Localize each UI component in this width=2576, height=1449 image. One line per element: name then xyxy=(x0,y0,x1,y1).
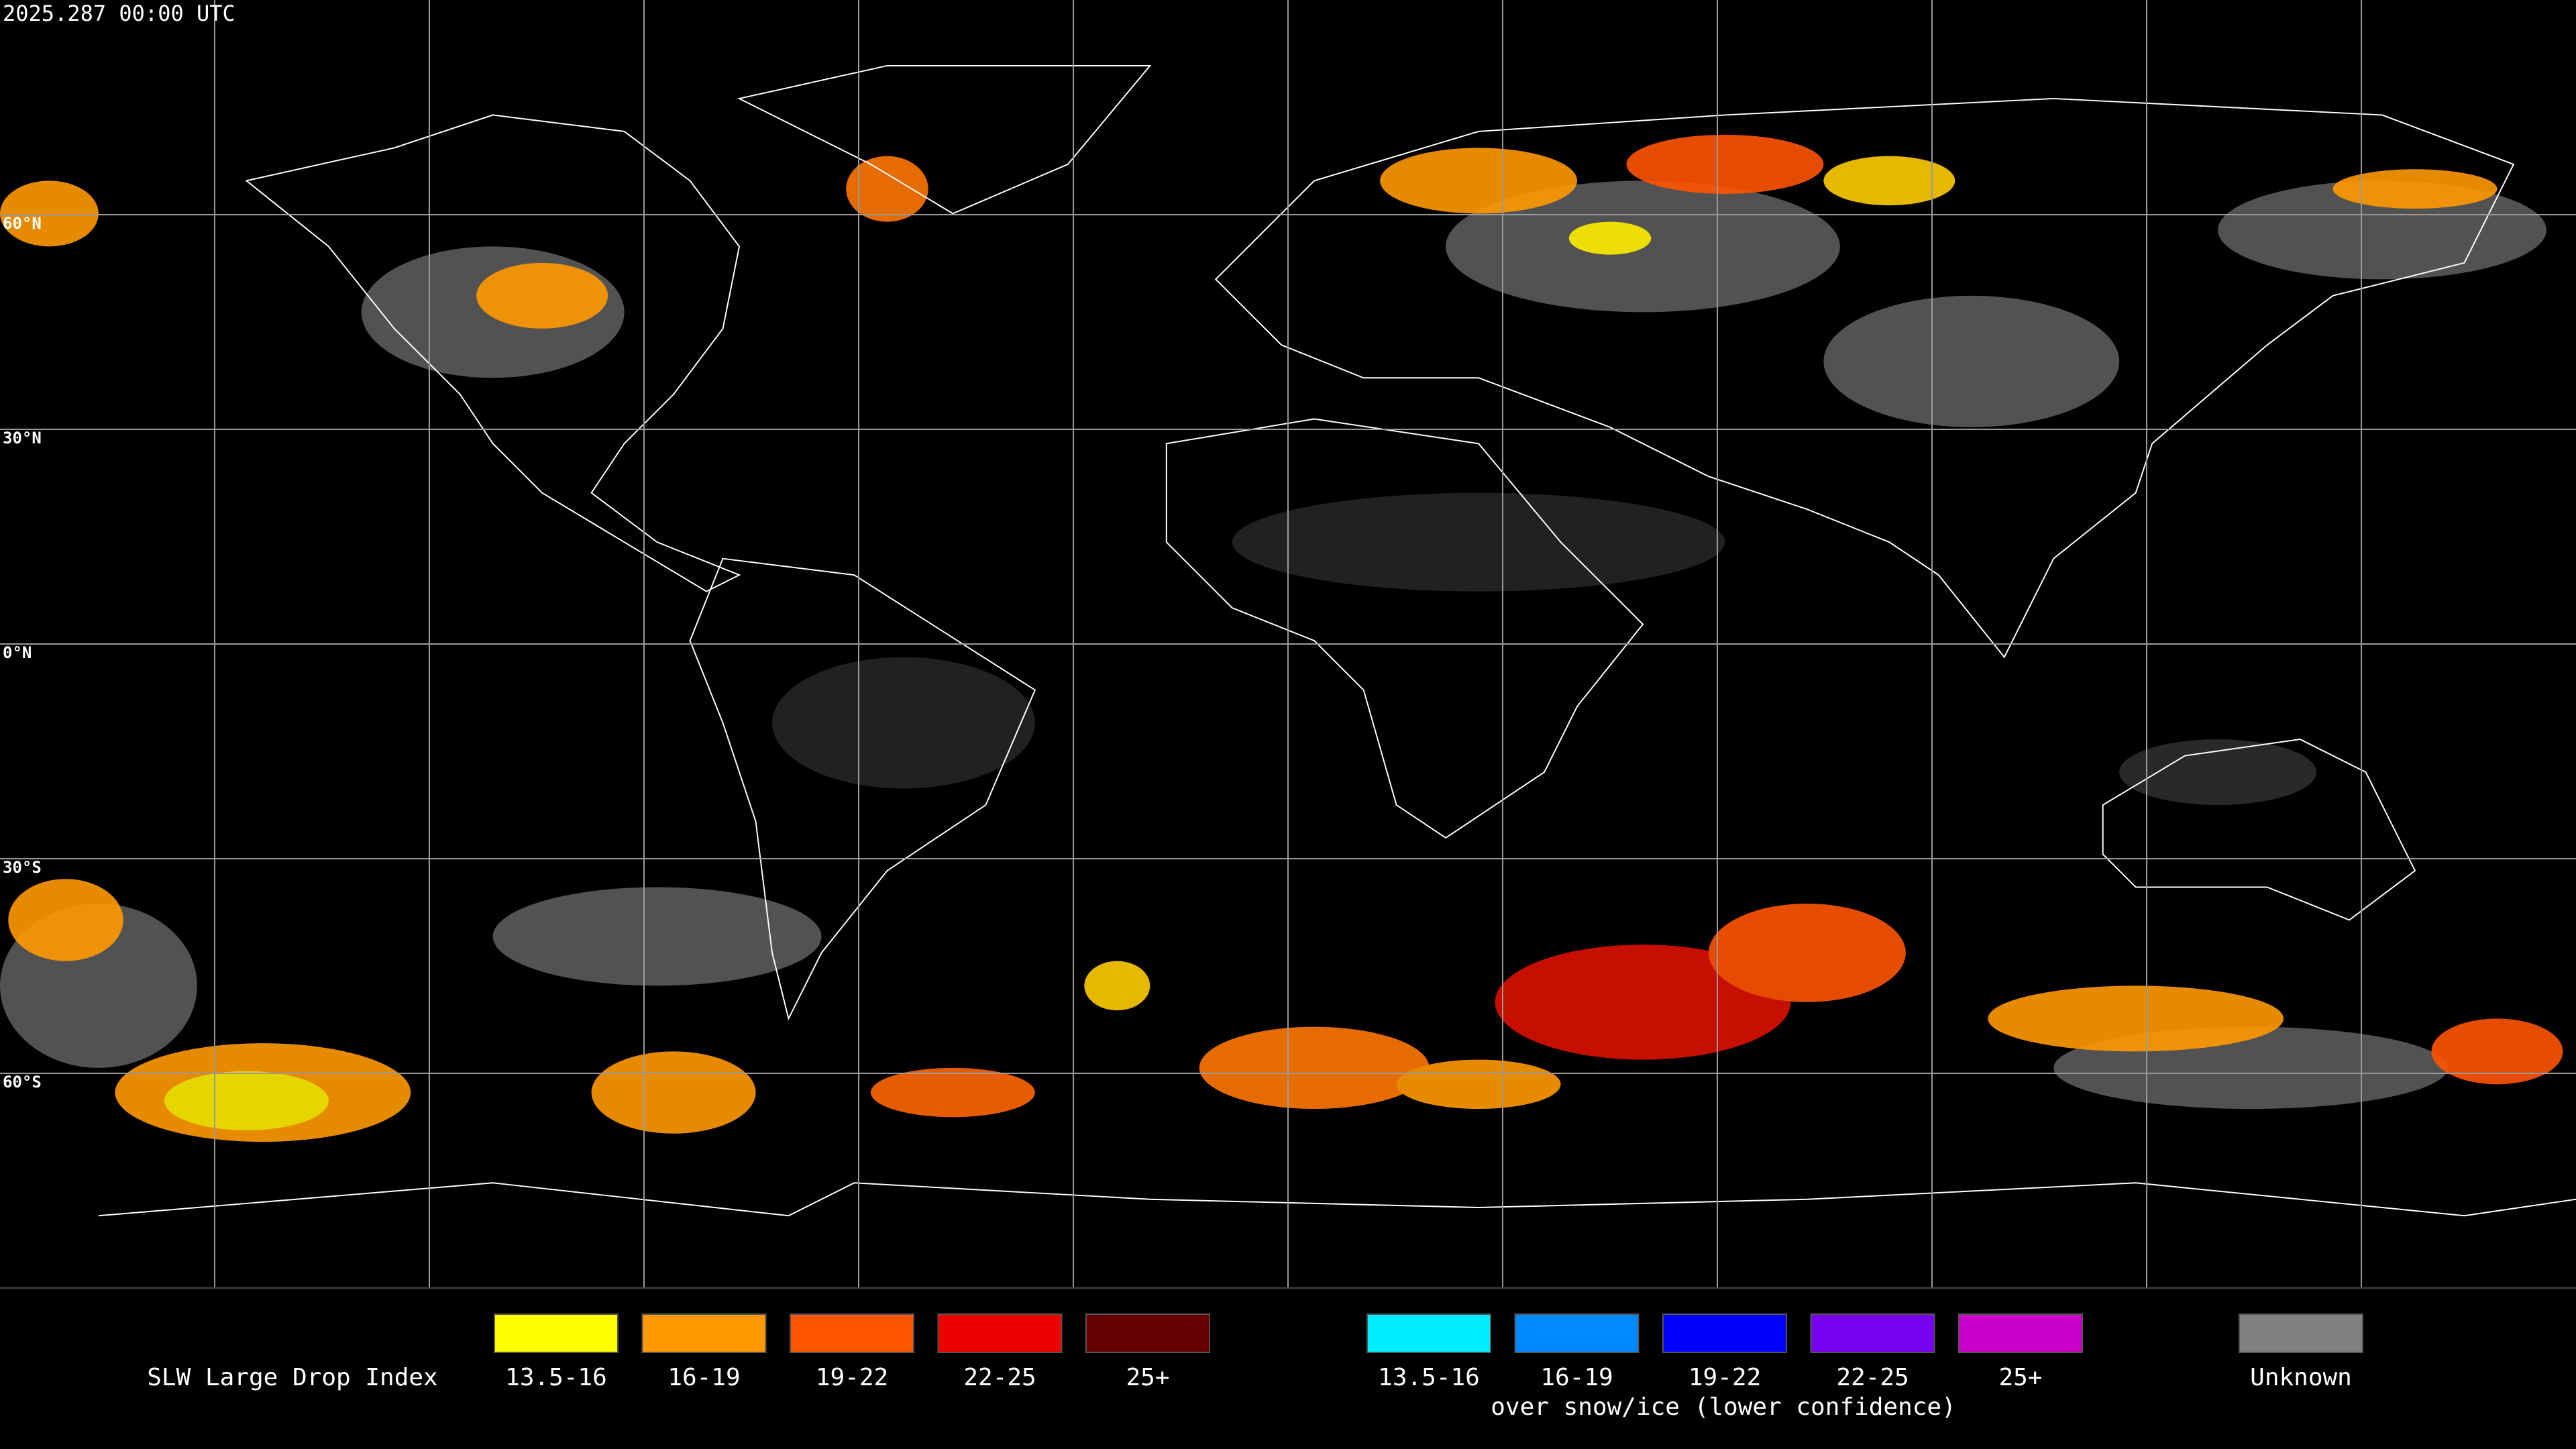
legend-swatch xyxy=(790,1313,914,1353)
legend-label: 13.5-16 xyxy=(505,1364,607,1391)
legend-swatch xyxy=(1810,1313,1935,1353)
legend-label: 16-19 xyxy=(1540,1364,1613,1391)
legend-swatch xyxy=(2239,1313,2363,1353)
latitude-label: 60°N xyxy=(3,214,42,233)
legend-swatch xyxy=(1366,1313,1491,1353)
legend-swatch xyxy=(1514,1313,1640,1353)
legend-label: 19-22 xyxy=(1688,1364,1761,1391)
legend-label: 13.5-16 xyxy=(1378,1364,1480,1391)
legend-label: 16-19 xyxy=(667,1364,740,1391)
timestamp: 2025.287 00:00 UTC xyxy=(3,1,235,26)
legend-swatch xyxy=(1662,1313,1787,1353)
legend-swatch xyxy=(641,1313,767,1353)
legend-label: 22-25 xyxy=(1836,1364,1909,1391)
legend-swatch xyxy=(494,1313,619,1353)
legend-swatch xyxy=(1958,1313,2083,1353)
legend-label: 19-22 xyxy=(816,1364,888,1391)
satellite-imagery xyxy=(0,134,2563,1142)
snow-caption: over snow/ice (lower confidence) xyxy=(1491,1393,1956,1421)
legend-swatch xyxy=(1085,1313,1210,1353)
latitude-label: 60°S xyxy=(3,1073,42,1091)
latitude-label: 30°S xyxy=(3,858,42,877)
latitude-label: 30°N xyxy=(3,429,42,447)
legend-label: 22-25 xyxy=(963,1364,1036,1391)
graticule xyxy=(0,0,2576,1288)
legend-label: Unknown xyxy=(2250,1364,2352,1391)
coastlines xyxy=(98,64,2576,1217)
legend-label: 25+ xyxy=(1126,1364,1169,1391)
legend-label: 25+ xyxy=(1998,1364,2042,1391)
latitude-label: 0°N xyxy=(3,643,32,662)
legend-swatch xyxy=(937,1313,1063,1353)
legend-title: SLW Large Drop Index xyxy=(147,1364,437,1391)
